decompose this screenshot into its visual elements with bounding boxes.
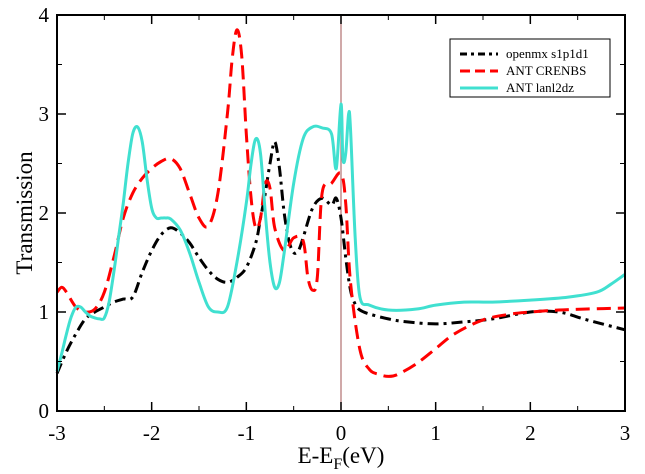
x-tick-label: -3 (48, 421, 66, 445)
x-tick-label: 3 (620, 421, 631, 445)
series-line-1 (55, 28, 626, 378)
x-axis-label-main: E-E (298, 443, 334, 468)
y-tick-label: 3 (39, 102, 50, 126)
y-tick-label: 4 (39, 3, 50, 27)
legend-label-0: openmx s1p1d1 (506, 46, 589, 61)
x-tick-label: 0 (336, 421, 347, 445)
plot-content (55, 15, 626, 411)
y-tick-label: 1 (39, 300, 50, 324)
legend-box (449, 38, 611, 98)
series-line-2 (55, 102, 626, 372)
legend-label-1: ANT CRENBS (506, 63, 586, 78)
x-axis-ticks: -3 -2 -1 0 1 2 3 (48, 15, 630, 445)
series-line-0 (55, 140, 626, 375)
x-axis-label-subscript: F (333, 456, 342, 473)
x-tick-label: 1 (430, 421, 441, 445)
x-axis-label-unit: (eV) (342, 443, 384, 468)
y-axis-label: Transmission (12, 151, 37, 275)
legend-label-2: ANT lanl2dz (506, 80, 574, 95)
x-axis-label: E-EF(eV) (298, 443, 385, 473)
y-tick-label: 0 (39, 399, 50, 423)
y-tick-label: 2 (39, 201, 50, 225)
x-tick-label: 2 (525, 421, 536, 445)
legend: openmx s1p1d1 ANT CRENBS ANT lanl2dz (449, 38, 611, 98)
x-tick-label: -1 (238, 421, 256, 445)
x-tick-label: -2 (143, 421, 161, 445)
y-axis-ticks: 0 1 2 3 4 (39, 3, 625, 423)
